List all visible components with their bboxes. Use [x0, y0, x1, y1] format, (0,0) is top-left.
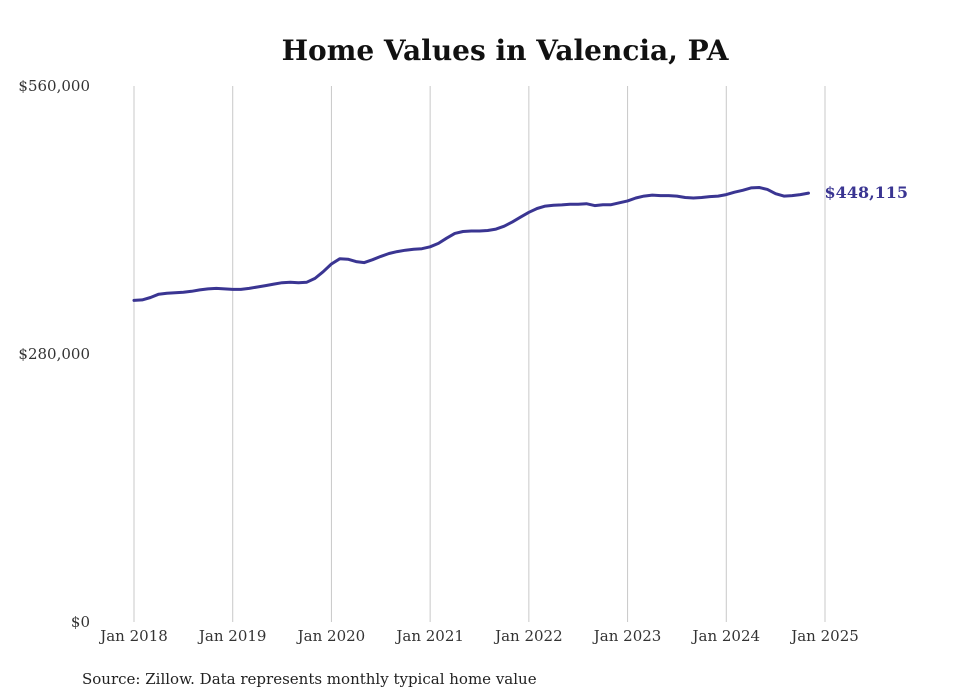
y-axis-ticks: $0 $280,000 $560,000: [18, 77, 90, 631]
x-tick-label: Jan 2025: [789, 627, 859, 645]
y-tick-label: $0: [71, 613, 90, 631]
series-layer: $448,115: [132, 183, 909, 302]
source-note: Source: Zillow. Data represents monthly …: [82, 670, 537, 688]
chart-title: Home Values in Valencia, PA: [282, 34, 730, 67]
x-tick-label: Jan 2023: [592, 627, 662, 645]
end-value-label: $448,115: [825, 183, 909, 202]
x-tick-label: Jan 2020: [296, 627, 366, 645]
x-tick-label: Jan 2024: [691, 627, 761, 645]
y-tick-label: $280,000: [18, 345, 90, 363]
x-axis-ticks: Jan 2018 Jan 2019 Jan 2020 Jan 2021 Jan 2022…: [98, 627, 859, 645]
x-tick-label: Jan 2018: [98, 627, 168, 645]
x-tick-label: Jan 2019: [197, 627, 267, 645]
y-tick-label: $560,000: [18, 77, 90, 95]
gridlines: [133, 86, 826, 622]
x-tick-label: Jan 2022: [493, 627, 563, 645]
series-line: [132, 186, 810, 302]
x-tick-label: Jan 2021: [394, 627, 464, 645]
